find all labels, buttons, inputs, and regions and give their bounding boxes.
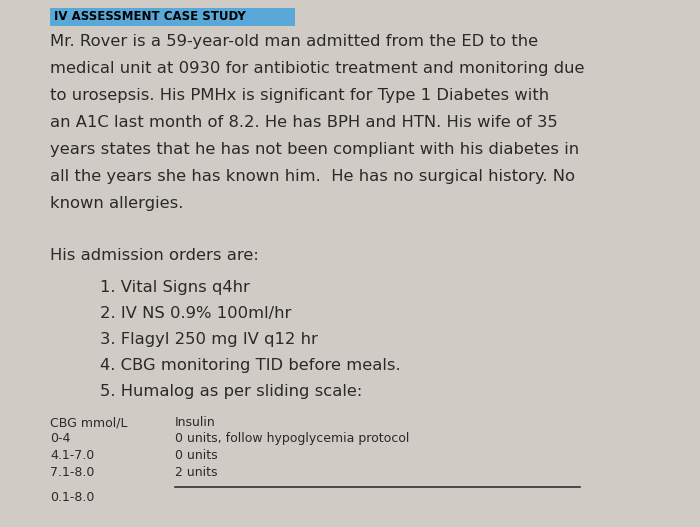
- Text: all the years she has known him.  He has no surgical history. No: all the years she has known him. He has …: [50, 169, 575, 184]
- Text: 2. IV NS 0.9% 100ml/hr: 2. IV NS 0.9% 100ml/hr: [100, 306, 291, 321]
- Text: Insulin: Insulin: [175, 416, 216, 429]
- Text: 7.1-8.0: 7.1-8.0: [50, 466, 94, 479]
- Text: His admission orders are:: His admission orders are:: [50, 248, 259, 263]
- Text: to urosepsis. His PMHx is significant for Type 1 Diabetes with: to urosepsis. His PMHx is significant fo…: [50, 88, 549, 103]
- Text: 1. Vital Signs q4hr: 1. Vital Signs q4hr: [100, 280, 250, 295]
- Text: 5. Humalog as per sliding scale:: 5. Humalog as per sliding scale:: [100, 384, 363, 399]
- Text: 0 units, follow hypoglycemia protocol: 0 units, follow hypoglycemia protocol: [175, 432, 410, 445]
- Text: 0.1-8.0: 0.1-8.0: [50, 491, 94, 504]
- Text: CBG mmol/L: CBG mmol/L: [50, 416, 127, 429]
- Text: 4. CBG monitoring TID before meals.: 4. CBG monitoring TID before meals.: [100, 358, 400, 373]
- Text: 4.1-7.0: 4.1-7.0: [50, 449, 94, 462]
- Text: 3. Flagyl 250 mg IV q12 hr: 3. Flagyl 250 mg IV q12 hr: [100, 332, 318, 347]
- Text: years states that he has not been compliant with his diabetes in: years states that he has not been compli…: [50, 142, 579, 157]
- Text: 0 units: 0 units: [175, 449, 218, 462]
- Text: 2 units: 2 units: [175, 466, 218, 479]
- Text: Mr. Rover is a 59-year-old man admitted from the ED to the: Mr. Rover is a 59-year-old man admitted …: [50, 34, 538, 49]
- Text: 0-4: 0-4: [50, 432, 71, 445]
- Text: medical unit at 0930 for antibiotic treatment and monitoring due: medical unit at 0930 for antibiotic trea…: [50, 61, 584, 76]
- Text: an A1C last month of 8.2. He has BPH and HTN. His wife of 35: an A1C last month of 8.2. He has BPH and…: [50, 115, 558, 130]
- Text: known allergies.: known allergies.: [50, 196, 183, 211]
- Text: IV ASSESSMENT CASE STUDY: IV ASSESSMENT CASE STUDY: [54, 11, 246, 24]
- Bar: [50, 8, 295, 26]
